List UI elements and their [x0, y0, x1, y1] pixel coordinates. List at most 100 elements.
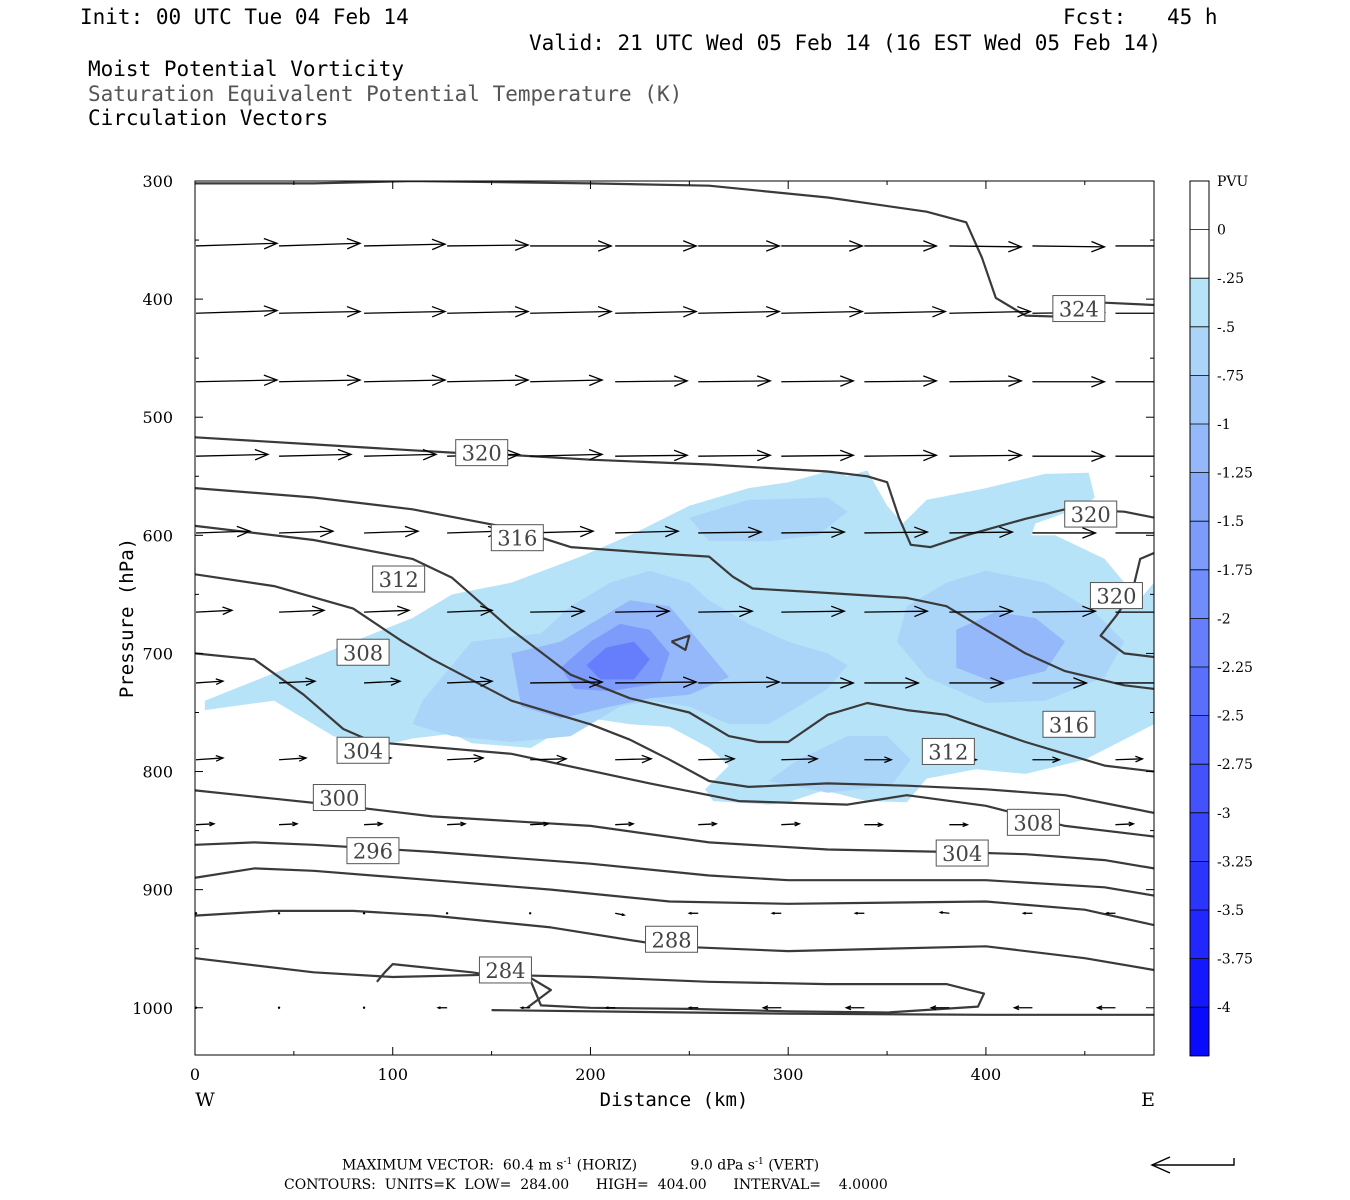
x-tick-label: 300 [773, 1065, 804, 1084]
circulation-vectors [195, 237, 1154, 1011]
forecast-label: Fcst: [1063, 5, 1127, 29]
contour-label: 312 [372, 565, 426, 593]
circulation-vector [949, 449, 1024, 462]
circulation-vector [364, 305, 447, 318]
circulation-vector [781, 526, 847, 539]
circulation-vector [853, 911, 865, 915]
x-tick-label: 0 [190, 1065, 200, 1084]
colorbar-cell [1190, 424, 1209, 474]
valid-time: Valid: 21 UTC Wed 05 Feb 14 (16 EST Wed … [529, 31, 1162, 55]
circulation-vector [447, 305, 530, 318]
colorbar-cell [1190, 229, 1209, 279]
mpv-shade-region-5 [689, 497, 848, 542]
circulation-vector [530, 374, 604, 387]
contour-label-text: 304 [942, 842, 982, 866]
mpv-shade-region-9 [586, 641, 650, 680]
colorbar-cell [1190, 569, 1209, 619]
circulation-vector [277, 1006, 281, 1009]
colorbar-label: -.75 [1217, 368, 1244, 384]
thetae-contour-4 [195, 524, 1154, 773]
colorbar-cell [1190, 618, 1209, 668]
horiz-unit-exp: -1 [563, 1157, 573, 1167]
circulation-vector [279, 237, 362, 250]
thetae-contour-2 [195, 487, 1154, 690]
circulation-vector [195, 374, 279, 387]
footer-max-vector: MAXIMUM VECTOR: 60.4 m s-1 (HORIZ) 9.0 d… [342, 1157, 819, 1174]
circulation-vector [864, 375, 939, 387]
colorbar-label: -1.5 [1217, 514, 1244, 530]
contour-label: 324 [1052, 295, 1106, 323]
circulation-vector [195, 305, 279, 317]
circulation-vector [761, 1005, 782, 1011]
circulation-vector [279, 754, 308, 762]
circulation-vector [687, 1006, 699, 1010]
thetae-contour-11 [195, 957, 986, 1014]
colorbar-label: -.5 [1217, 320, 1235, 336]
contour-label-text: 296 [353, 840, 393, 864]
colorbar-label: -3.25 [1217, 854, 1253, 870]
contour-label-text: 300 [319, 787, 359, 811]
circulation-vector [949, 677, 1006, 689]
circulation-vector [949, 526, 1015, 539]
circulation-vector [949, 240, 1024, 253]
thetae-contour-6 [195, 652, 1154, 838]
colorbar-cell [1190, 812, 1209, 862]
circulation-vector [195, 754, 225, 762]
circulation-vector [687, 911, 699, 915]
contour-label: 320 [455, 439, 509, 467]
circulation-vector [195, 912, 198, 915]
colorbar-cell [1190, 764, 1209, 814]
contour-label: 308 [1006, 808, 1060, 836]
circulation-vector [279, 374, 362, 387]
circulation-vector [615, 605, 671, 618]
circulation-vector [844, 1005, 865, 1011]
circulation-vector [528, 912, 532, 915]
thetae-contour-5 [195, 573, 1154, 814]
circulation-vector [1032, 450, 1107, 462]
colorbar-unit: PVU [1217, 174, 1249, 190]
circulation-vector [279, 448, 353, 461]
contour-label-text: 308 [1013, 811, 1053, 835]
circulation-vector [938, 911, 950, 915]
circulation-vector [447, 676, 494, 687]
contour-label: 312 [921, 737, 975, 765]
circulation-vector [1115, 821, 1136, 827]
colorbar-cell [1190, 521, 1209, 571]
circulation-vector [279, 677, 317, 686]
footer-contours: CONTOURS: UNITS=K LOW= 284.00 HIGH= 404.… [284, 1177, 888, 1193]
circulation-vector [698, 676, 781, 688]
circulation-vector [447, 754, 485, 763]
circulation-vector [279, 525, 335, 538]
circulation-vector [445, 912, 449, 915]
circulation-vector [530, 676, 604, 689]
colorbar-label: -1.25 [1217, 466, 1253, 482]
circulation-vector [929, 1005, 950, 1011]
circulation-vector [530, 305, 613, 318]
contour-label: 320 [1064, 500, 1118, 528]
circulation-vector [1032, 375, 1107, 388]
circulation-vector [770, 911, 782, 915]
contour-label-text: 320 [1071, 503, 1111, 527]
thetae-contour-10 [195, 909, 1154, 972]
field-title-mpv: Moist Potential Vorticity [88, 57, 405, 81]
circulation-vector [949, 822, 970, 828]
contour-label-text: 288 [651, 928, 691, 952]
circulation-vector [615, 676, 698, 688]
max-vector-label: MAXIMUM VECTOR: [342, 1157, 494, 1174]
contour-label: 316 [1042, 710, 1096, 738]
contour-label: 308 [336, 638, 390, 666]
colorbar-label: -3 [1217, 806, 1231, 822]
thetae-contour-9 [195, 867, 1154, 927]
circulation-vector [698, 526, 763, 539]
colorbar: PVU 0 -.25 -.5 -.75 -1 -1.25 -1.5 -1.75 -2 -2.25 -2… [1189, 174, 1253, 1057]
circulation-vector [530, 240, 613, 252]
init-time: Init: 00 UTC Tue 04 Feb 14 [80, 5, 409, 29]
circulation-vector [864, 756, 894, 764]
circulation-vector [364, 238, 447, 251]
circulation-vector [864, 526, 930, 539]
circulation-vector [615, 821, 635, 827]
colorbar-label: -2.5 [1217, 709, 1244, 725]
y-tick-label: 1000 [132, 999, 173, 1018]
colorbar-label: -1 [1217, 417, 1231, 433]
colorbar-label: -3.5 [1217, 903, 1244, 919]
